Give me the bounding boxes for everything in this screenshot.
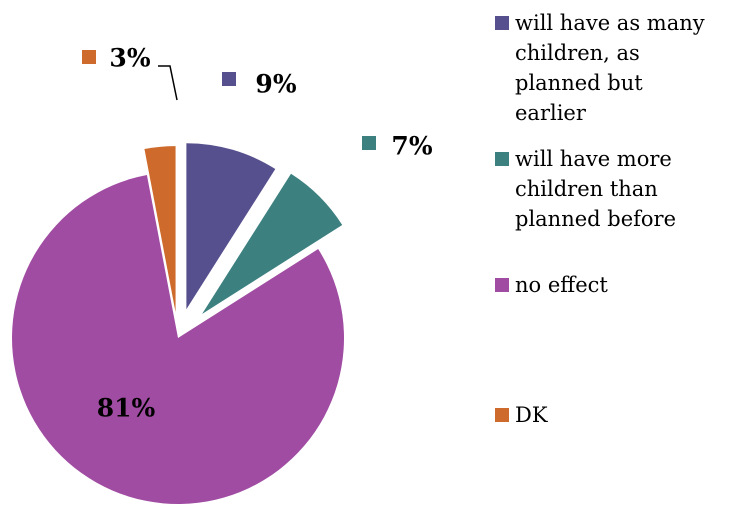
data-label: 7% xyxy=(391,132,432,161)
data-label: 3% xyxy=(109,44,150,73)
leader-line xyxy=(158,65,178,101)
legend-swatch xyxy=(495,278,509,292)
legend-swatch xyxy=(495,16,509,30)
label-marker xyxy=(82,50,96,64)
pie-slices xyxy=(12,143,345,505)
legend-entry-text: earlier xyxy=(515,101,587,125)
pie-slice xyxy=(186,143,276,310)
label-marker xyxy=(362,136,376,150)
legend: will have as many children, as planned but… xyxy=(495,11,705,427)
label-marker xyxy=(222,72,236,86)
legend-swatch xyxy=(495,408,509,422)
pie-slice xyxy=(12,174,345,505)
legend-entry-text: planned but xyxy=(515,71,643,95)
legend-entry-text: children, as xyxy=(515,41,640,65)
data-label: 9% xyxy=(255,70,296,99)
pie-slice xyxy=(144,146,176,313)
pie-slice xyxy=(202,173,343,314)
data-labels: 9% 7% 81% 3% xyxy=(82,44,433,423)
legend-entry-text: will have more xyxy=(515,147,672,171)
legend-swatch xyxy=(495,152,509,166)
data-label: 81% xyxy=(97,394,156,423)
legend-entry-text: DK xyxy=(515,403,548,427)
legend-entry-text: will have as many xyxy=(515,11,705,35)
legend-entry-text: planned before xyxy=(515,207,676,231)
legend-entry-text: children than xyxy=(515,177,658,201)
legend-entry-text: no effect xyxy=(515,273,608,297)
